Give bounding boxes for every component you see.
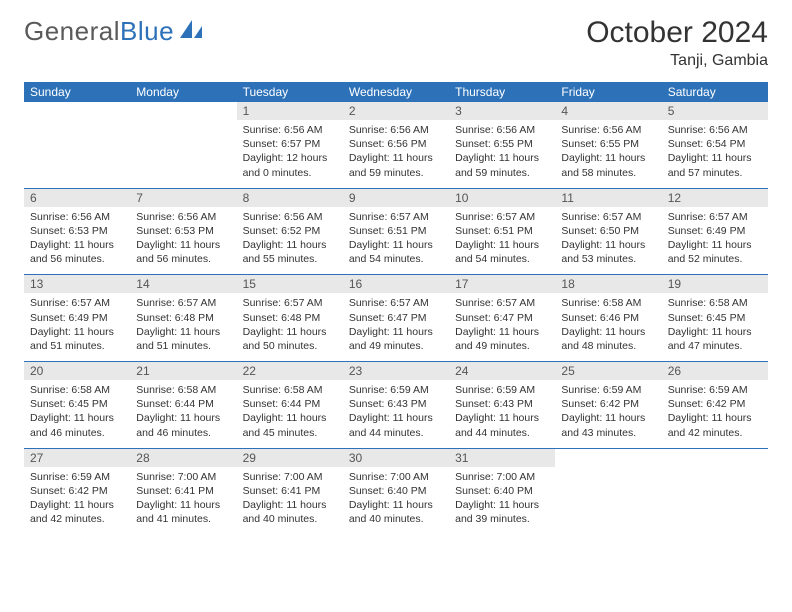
day-number-cell: 8 — [237, 189, 343, 207]
day-number-cell: 1 — [237, 102, 343, 120]
day-number-cell — [24, 102, 130, 120]
day-header-cell: Saturday — [662, 82, 768, 102]
day-number-cell: 18 — [555, 275, 661, 293]
day-content-row: Sunrise: 6:58 AMSunset: 6:45 PMDaylight:… — [24, 380, 768, 448]
day-content-cell: Sunrise: 6:56 AMSunset: 6:53 PMDaylight:… — [130, 207, 236, 275]
page-header: GeneralBlue October 2024 Tanji, Gambia — [24, 16, 768, 70]
day-number-cell: 17 — [449, 275, 555, 293]
day-content-cell — [555, 467, 661, 535]
day-number-cell — [130, 102, 236, 120]
day-content-cell: Sunrise: 6:57 AMSunset: 6:50 PMDaylight:… — [555, 207, 661, 275]
day-content-cell: Sunrise: 6:58 AMSunset: 6:45 PMDaylight:… — [662, 293, 768, 361]
day-content-cell: Sunrise: 6:59 AMSunset: 6:43 PMDaylight:… — [343, 380, 449, 448]
day-content-cell — [662, 467, 768, 535]
day-number-cell: 3 — [449, 102, 555, 120]
day-number-cell: 12 — [662, 189, 768, 207]
day-number-cell: 24 — [449, 362, 555, 380]
day-number-cell: 4 — [555, 102, 661, 120]
day-number-row: 20212223242526 — [24, 362, 768, 380]
day-number-cell: 11 — [555, 189, 661, 207]
day-number-cell: 7 — [130, 189, 236, 207]
logo: GeneralBlue — [24, 16, 204, 47]
day-number-cell: 30 — [343, 449, 449, 467]
day-header-cell: Friday — [555, 82, 661, 102]
day-header-cell: Wednesday — [343, 82, 449, 102]
day-content-cell: Sunrise: 6:57 AMSunset: 6:48 PMDaylight:… — [130, 293, 236, 361]
day-number-cell: 10 — [449, 189, 555, 207]
day-content-cell: Sunrise: 6:57 AMSunset: 6:47 PMDaylight:… — [449, 293, 555, 361]
day-content-cell: Sunrise: 6:57 AMSunset: 6:49 PMDaylight:… — [24, 293, 130, 361]
day-content-cell: Sunrise: 6:57 AMSunset: 6:47 PMDaylight:… — [343, 293, 449, 361]
day-content-cell — [130, 120, 236, 188]
location: Tanji, Gambia — [586, 52, 768, 70]
day-number-cell: 26 — [662, 362, 768, 380]
day-number-row: 6789101112 — [24, 189, 768, 207]
day-header-cell: Sunday — [24, 82, 130, 102]
day-number-cell: 25 — [555, 362, 661, 380]
day-number-cell: 6 — [24, 189, 130, 207]
title-block: October 2024 Tanji, Gambia — [586, 16, 768, 70]
day-number-cell: 2 — [343, 102, 449, 120]
day-content-cell: Sunrise: 6:56 AMSunset: 6:55 PMDaylight:… — [555, 120, 661, 188]
day-number-cell: 27 — [24, 449, 130, 467]
day-content-cell: Sunrise: 6:56 AMSunset: 6:57 PMDaylight:… — [237, 120, 343, 188]
day-number-row: 13141516171819 — [24, 275, 768, 293]
day-content-cell: Sunrise: 6:57 AMSunset: 6:51 PMDaylight:… — [343, 207, 449, 275]
day-content-cell: Sunrise: 6:58 AMSunset: 6:44 PMDaylight:… — [130, 380, 236, 448]
day-content-row: Sunrise: 6:56 AMSunset: 6:57 PMDaylight:… — [24, 120, 768, 188]
day-number-row: 2728293031 — [24, 449, 768, 467]
day-content-cell: Sunrise: 6:59 AMSunset: 6:42 PMDaylight:… — [24, 467, 130, 535]
day-header-cell: Tuesday — [237, 82, 343, 102]
day-content-cell: Sunrise: 7:00 AMSunset: 6:40 PMDaylight:… — [343, 467, 449, 535]
logo-text-blue: Blue — [120, 16, 174, 47]
day-content-row: Sunrise: 6:59 AMSunset: 6:42 PMDaylight:… — [24, 467, 768, 535]
day-content-row: Sunrise: 6:56 AMSunset: 6:53 PMDaylight:… — [24, 207, 768, 275]
day-number-cell: 22 — [237, 362, 343, 380]
sail-icon — [178, 16, 204, 47]
day-number-cell: 5 — [662, 102, 768, 120]
day-header-cell: Thursday — [449, 82, 555, 102]
day-number-cell: 19 — [662, 275, 768, 293]
calendar-table: SundayMondayTuesdayWednesdayThursdayFrid… — [24, 82, 768, 534]
day-number-cell — [662, 449, 768, 467]
day-number-cell: 16 — [343, 275, 449, 293]
day-content-cell: Sunrise: 6:59 AMSunset: 6:42 PMDaylight:… — [555, 380, 661, 448]
day-content-cell: Sunrise: 7:00 AMSunset: 6:40 PMDaylight:… — [449, 467, 555, 535]
day-content-cell — [24, 120, 130, 188]
day-number-cell: 29 — [237, 449, 343, 467]
day-number-cell — [555, 449, 661, 467]
month-title: October 2024 — [586, 16, 768, 50]
day-header-row: SundayMondayTuesdayWednesdayThursdayFrid… — [24, 82, 768, 102]
day-number-cell: 20 — [24, 362, 130, 380]
day-content-cell: Sunrise: 6:56 AMSunset: 6:54 PMDaylight:… — [662, 120, 768, 188]
day-number-cell: 14 — [130, 275, 236, 293]
day-content-cell: Sunrise: 6:57 AMSunset: 6:48 PMDaylight:… — [237, 293, 343, 361]
day-content-cell: Sunrise: 6:57 AMSunset: 6:51 PMDaylight:… — [449, 207, 555, 275]
day-number-cell: 13 — [24, 275, 130, 293]
day-content-cell: Sunrise: 7:00 AMSunset: 6:41 PMDaylight:… — [130, 467, 236, 535]
logo-text-gray: General — [24, 16, 120, 47]
day-number-cell: 9 — [343, 189, 449, 207]
day-content-cell: Sunrise: 6:56 AMSunset: 6:55 PMDaylight:… — [449, 120, 555, 188]
day-number-cell: 21 — [130, 362, 236, 380]
day-content-cell: Sunrise: 6:58 AMSunset: 6:46 PMDaylight:… — [555, 293, 661, 361]
day-content-cell: Sunrise: 6:56 AMSunset: 6:52 PMDaylight:… — [237, 207, 343, 275]
day-number-cell: 31 — [449, 449, 555, 467]
day-content-cell: Sunrise: 6:57 AMSunset: 6:49 PMDaylight:… — [662, 207, 768, 275]
day-content-cell: Sunrise: 7:00 AMSunset: 6:41 PMDaylight:… — [237, 467, 343, 535]
day-header-cell: Monday — [130, 82, 236, 102]
day-content-cell: Sunrise: 6:56 AMSunset: 6:53 PMDaylight:… — [24, 207, 130, 275]
day-number-row: 12345 — [24, 102, 768, 120]
day-number-cell: 23 — [343, 362, 449, 380]
day-content-cell: Sunrise: 6:58 AMSunset: 6:44 PMDaylight:… — [237, 380, 343, 448]
day-content-cell: Sunrise: 6:56 AMSunset: 6:56 PMDaylight:… — [343, 120, 449, 188]
day-content-cell: Sunrise: 6:58 AMSunset: 6:45 PMDaylight:… — [24, 380, 130, 448]
day-content-cell: Sunrise: 6:59 AMSunset: 6:43 PMDaylight:… — [449, 380, 555, 448]
day-number-cell: 15 — [237, 275, 343, 293]
day-content-cell: Sunrise: 6:59 AMSunset: 6:42 PMDaylight:… — [662, 380, 768, 448]
day-number-cell: 28 — [130, 449, 236, 467]
day-content-row: Sunrise: 6:57 AMSunset: 6:49 PMDaylight:… — [24, 293, 768, 361]
